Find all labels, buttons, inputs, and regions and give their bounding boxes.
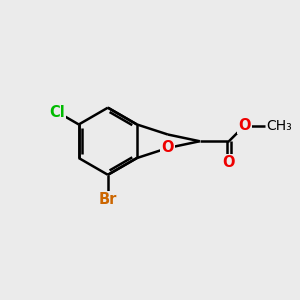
Text: Br: Br — [99, 192, 117, 207]
Text: O: O — [238, 118, 251, 133]
Text: Cl: Cl — [50, 105, 65, 120]
Text: O: O — [223, 155, 235, 170]
Text: CH₃: CH₃ — [266, 119, 292, 133]
Text: O: O — [162, 140, 174, 155]
